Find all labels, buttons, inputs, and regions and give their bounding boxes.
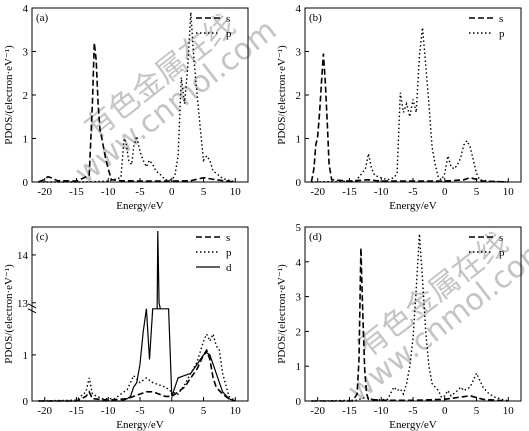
y-tick-label-d: 2 <box>296 326 302 338</box>
series-line-s-d <box>311 247 509 402</box>
y-tick-label-d: 1 <box>296 361 302 373</box>
series-line-p-d <box>311 233 509 402</box>
panel-d: -20 -15 -10 -5 0 5 10 0 1 2 3 4 5 (d) Energy/eV PDOS… <box>276 222 522 431</box>
y-tick-label-a: 2 <box>23 90 29 102</box>
x-tick-label-a: 0 <box>169 186 175 198</box>
x-tick-label-b: -5 <box>408 186 418 198</box>
x-tick-label-a: -10 <box>101 186 116 198</box>
series-group-c <box>27 230 236 402</box>
y-tick-label-a: 3 <box>23 47 29 59</box>
x-tick-label-d: -10 <box>374 405 389 417</box>
panel-a: -20 -15 -10 -5 0 5 10 0 1 2 3 4 (a) Energy/eV PDOS/… <box>3 3 249 212</box>
x-tick-label-d: -15 <box>342 405 357 417</box>
y-tick-label-b: 3 <box>296 47 302 59</box>
y-tick-label-c: 0 <box>23 396 29 408</box>
y-tick-label-d: 0 <box>296 396 302 408</box>
legend-label-s-c: s <box>226 232 230 244</box>
y-tick-label-a: 1 <box>23 134 29 146</box>
legend-label-p-a: p <box>226 28 232 40</box>
x-tick-label-d: 5 <box>474 405 480 417</box>
legend-a: sp <box>196 13 232 40</box>
x-tick-label-d: 0 <box>442 405 448 417</box>
x-tick-label-a: -15 <box>69 186 84 198</box>
legend-label-s-a: s <box>226 13 230 25</box>
x-tick-label-b: -15 <box>342 186 357 198</box>
y-tick-label-b: 4 <box>296 3 302 15</box>
x-tick-label-c: -5 <box>135 405 145 417</box>
x-tick-label-a: -5 <box>135 186 145 198</box>
x-tick-label-d: -5 <box>408 405 418 417</box>
y-tick-label-a: 0 <box>23 177 29 189</box>
x-tick-label-b: 10 <box>503 186 515 198</box>
panel-label-a: (a) <box>36 12 49 24</box>
x-tick-label-b: -20 <box>310 186 325 198</box>
ticks-d: -20 -15 -10 -5 0 5 10 0 1 2 3 4 5 <box>296 222 515 417</box>
x-tick-label-b: -10 <box>374 186 389 198</box>
series-group-d <box>311 233 509 402</box>
y-axis-title-a: PDOS/(electron·eV⁻¹) <box>3 45 15 145</box>
y-tick-label-b: 1 <box>296 134 302 146</box>
x-tick-label-c: 5 <box>201 405 207 417</box>
series-group-b <box>310 27 509 183</box>
x-tick-label-d: -20 <box>310 405 325 417</box>
legend-d: sp <box>469 232 505 259</box>
ticks-a: -20 -15 -10 -5 0 5 10 0 1 2 3 4 <box>23 3 242 198</box>
x-tick-label-b: 5 <box>474 186 480 198</box>
panel-label-c: (c) <box>36 231 49 243</box>
series-line-d-c <box>38 308 236 402</box>
panel-label-b: (b) <box>309 12 322 24</box>
y-axis-title-b: PDOS/(electron·eV⁻¹) <box>276 45 288 145</box>
x-tick-label-a: 10 <box>230 186 242 198</box>
panel-b: -20 -15 -10 -5 0 5 10 0 1 2 3 4 (b) Energy/eV PDOS/… <box>276 3 522 212</box>
x-tick-label-c: -20 <box>37 405 52 417</box>
ticks-c: -20 -15 -10 -5 0 5 10 0 1 13 14 <box>17 250 241 417</box>
y-tick-label-d: 5 <box>296 222 302 234</box>
axis-break-mark-c-1 <box>27 308 37 314</box>
y-tick-label-d: 3 <box>296 292 302 304</box>
x-tick-label-c: 10 <box>230 405 242 417</box>
series-line-p-b <box>311 27 509 183</box>
legend-c: spd <box>196 232 232 274</box>
y-tick-label-d: 4 <box>296 257 302 269</box>
series-line-s-c <box>38 348 236 402</box>
x-axis-title-c: Energy/eV <box>116 419 164 431</box>
y-tick-label-a: 4 <box>23 3 29 15</box>
x-tick-label-c: 0 <box>169 405 175 417</box>
axis-break-mark-c-0 <box>27 303 37 309</box>
legend-b: sp <box>469 13 505 40</box>
legend-label-p-b: p <box>499 28 505 40</box>
y-tick-label-c: 13 <box>17 298 29 310</box>
y-tick-label-b: 2 <box>296 90 302 102</box>
series-group-a <box>38 12 236 183</box>
x-tick-label-c: -10 <box>101 405 116 417</box>
series-line-s-a <box>38 42 236 183</box>
x-tick-label-a: -20 <box>37 186 52 198</box>
series-line-d-peak-c <box>156 230 161 309</box>
y-tick-label-b: 0 <box>296 177 302 189</box>
ticks-b: -20 -15 -10 -5 0 5 10 0 1 2 3 4 <box>296 3 515 198</box>
panel-label-d: (d) <box>309 231 322 243</box>
x-axis-title-d: Energy/eV <box>389 419 437 431</box>
series-line-p-c <box>38 332 236 402</box>
y-axis-title-d: PDOS/(electron·eV⁻¹) <box>276 264 288 364</box>
x-axis-title-a: Energy/eV <box>116 200 164 212</box>
legend-label-s-d: s <box>499 232 503 244</box>
x-tick-label-c: -15 <box>69 405 84 417</box>
y-axis-title-c: PDOS/(electron·eV⁻¹) <box>3 264 15 364</box>
panel-c: -20 -15 -10 -5 0 5 10 0 1 13 14 (c) Energy/eV PDOS… <box>3 226 249 431</box>
y-tick-label-c: 14 <box>17 250 29 262</box>
legend-label-s-b: s <box>499 13 503 25</box>
legend-label-p-d: p <box>499 247 505 259</box>
plot-area-c <box>31 226 249 402</box>
series-line-s-b <box>310 53 509 183</box>
x-axis-title-b: Energy/eV <box>389 200 437 212</box>
legend-label-p-c: p <box>226 247 232 259</box>
y-tick-label-c: 1 <box>23 350 29 362</box>
legend-label-d-c: d <box>226 262 232 274</box>
x-tick-label-a: 5 <box>201 186 207 198</box>
plot-area-b <box>304 7 522 183</box>
x-tick-label-b: 0 <box>442 186 448 198</box>
x-tick-label-d: 10 <box>503 405 515 417</box>
